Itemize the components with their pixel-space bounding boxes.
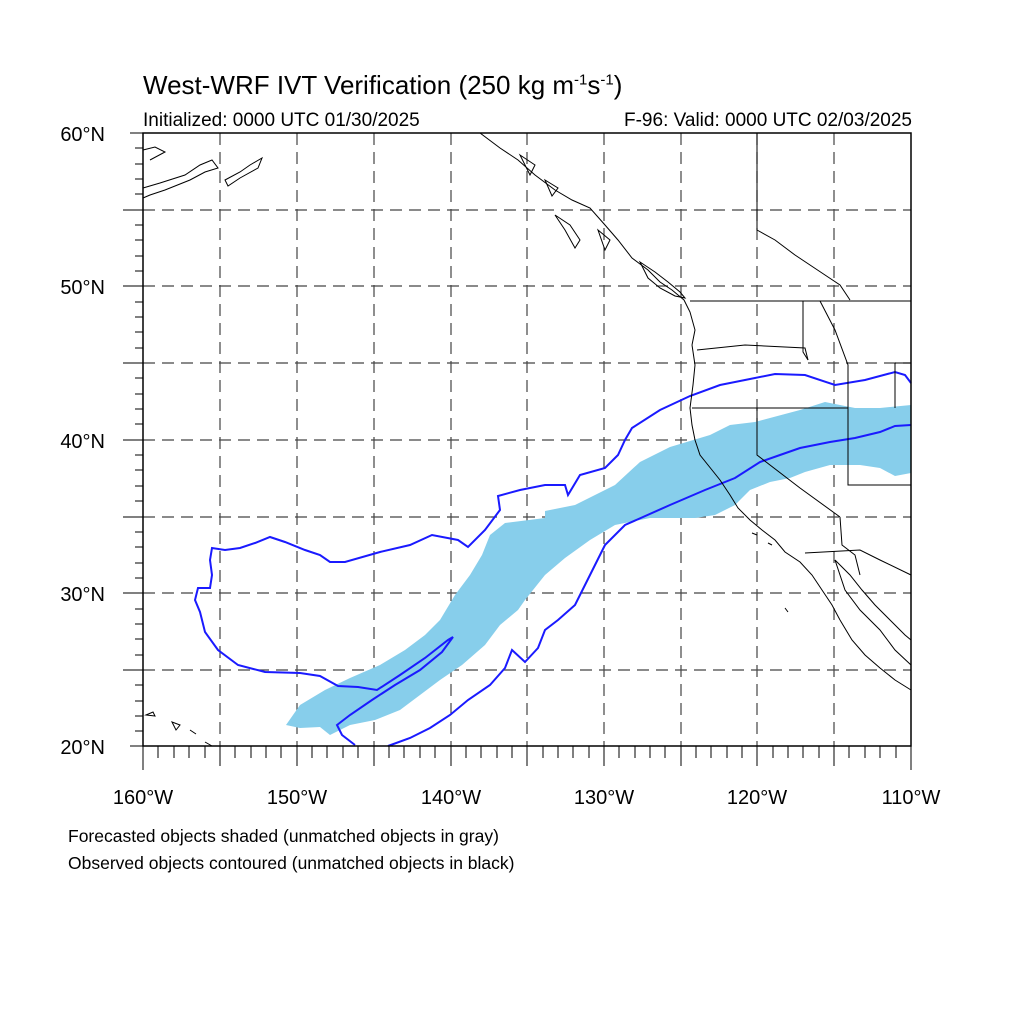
latitude-labels: 60°N 50°N 40°N 30°N 20°N (60, 124, 105, 759)
lon-label-140w: 140°W (421, 787, 481, 809)
state-line-or-wa (696, 344, 809, 361)
footnote-forecast: Forecasted objects shaded (unmatched obj… (68, 826, 499, 846)
alaska-canada-border (756, 133, 851, 301)
alaska-islands (224, 156, 264, 187)
alaska-coast (142, 146, 219, 199)
lon-label-150w: 150°W (267, 787, 327, 809)
coast-islands-north (518, 153, 611, 252)
state-line-ut-wy (894, 362, 911, 408)
state-line-az-ca (839, 516, 861, 576)
us-mexico-border (804, 549, 912, 576)
footnote-observed: Observed objects contoured (unmatched ob… (68, 853, 515, 873)
baja-coast (834, 559, 912, 691)
vancouver-island (638, 260, 687, 299)
lat-label-60n: 60°N (60, 124, 105, 146)
us-west-coast (689, 344, 841, 621)
lon-label-160w: 160°W (113, 787, 173, 809)
forecast-objects (286, 402, 911, 735)
observed-ivt-object-south (387, 424, 912, 747)
lat-label-40n: 40°N (60, 431, 105, 453)
state-line-nv-ut (847, 408, 911, 486)
lon-label-130w: 130°W (574, 787, 634, 809)
state-line-id (802, 300, 849, 408)
coastlines (142, 132, 912, 747)
lat-label-20n: 20°N (60, 737, 105, 759)
bc-coast (143, 132, 696, 346)
lon-label-110w: 110°W (882, 787, 941, 809)
valid-time: F-96: Valid: 0000 UTC 02/03/2025 (624, 110, 912, 131)
observed-objects (193, 370, 912, 747)
mexico-coast (834, 559, 912, 666)
tick-marks (123, 132, 912, 770)
lat-label-30n: 30°N (60, 584, 105, 606)
forecast-ivt-object (286, 402, 911, 735)
state-line-ca-nv (756, 408, 841, 518)
longitude-labels: 160°W 150°W 140°W 130°W 120°W 110°W (113, 787, 941, 809)
observed-ivt-object-main (193, 370, 912, 746)
hawaii-islands (144, 711, 213, 747)
channel-islands (751, 532, 789, 613)
lat-label-50n: 50°N (60, 277, 105, 299)
lon-label-120w: 120°W (727, 787, 787, 809)
map-title: West-WRF IVT Verification (250 kg m-1s-1… (143, 70, 623, 100)
initialized-time: Initialized: 0000 UTC 01/30/2025 (143, 110, 420, 131)
